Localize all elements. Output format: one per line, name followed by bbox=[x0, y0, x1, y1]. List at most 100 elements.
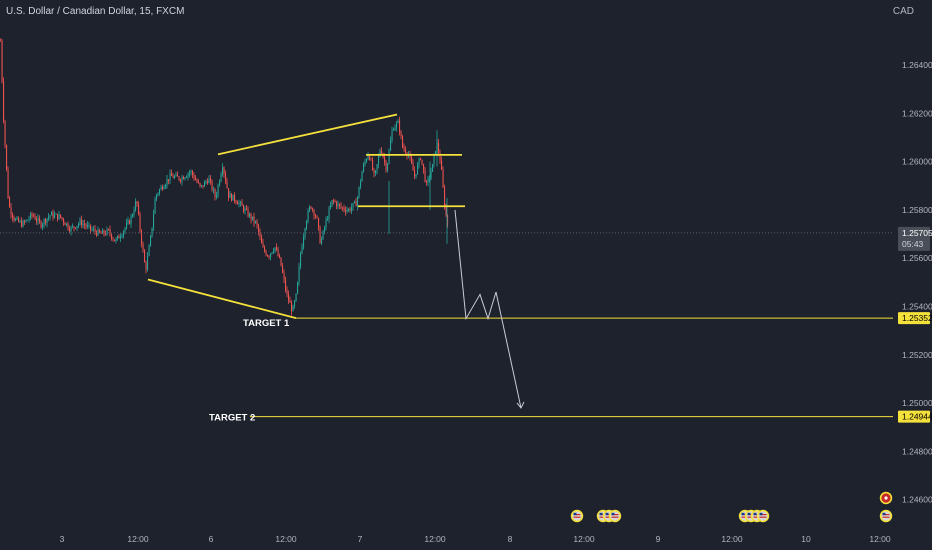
candle-body[interactable] bbox=[258, 225, 260, 233]
candle-body[interactable] bbox=[331, 200, 333, 206]
candle-body[interactable] bbox=[211, 180, 213, 190]
candle-body[interactable] bbox=[375, 170, 377, 173]
candle-body[interactable] bbox=[387, 163, 389, 171]
candle-body[interactable] bbox=[316, 216, 318, 218]
candle-body[interactable] bbox=[399, 120, 401, 132]
candle-body[interactable] bbox=[105, 233, 107, 235]
candlestick-series[interactable] bbox=[0, 38, 449, 316]
candle-body[interactable] bbox=[18, 217, 20, 222]
candle-body[interactable] bbox=[315, 215, 317, 217]
event-flag-icon[interactable] bbox=[608, 509, 622, 523]
candle-body[interactable] bbox=[84, 223, 86, 226]
candle-body[interactable] bbox=[244, 208, 246, 212]
candle-body[interactable] bbox=[88, 224, 90, 226]
candle-body[interactable] bbox=[67, 223, 69, 229]
candle-body[interactable] bbox=[312, 208, 314, 210]
candle-body[interactable] bbox=[33, 215, 35, 217]
candle-body[interactable] bbox=[304, 228, 306, 238]
candle-body[interactable] bbox=[403, 147, 405, 150]
candle-body[interactable] bbox=[184, 177, 186, 180]
candle-body[interactable] bbox=[397, 120, 399, 123]
event-flag-icon[interactable] bbox=[756, 509, 770, 523]
candle-body[interactable] bbox=[154, 198, 156, 214]
candle-body[interactable] bbox=[45, 219, 47, 223]
candle-body[interactable] bbox=[81, 219, 83, 226]
candle-body[interactable] bbox=[205, 181, 207, 183]
candle-body[interactable] bbox=[367, 154, 369, 160]
candle-body[interactable] bbox=[255, 221, 257, 223]
candle-body[interactable] bbox=[15, 219, 17, 221]
candle-body[interactable] bbox=[214, 189, 216, 198]
candle-body[interactable] bbox=[292, 305, 294, 312]
candle-body[interactable] bbox=[51, 212, 53, 216]
candle-body[interactable] bbox=[426, 181, 428, 183]
candle-body[interactable] bbox=[108, 229, 110, 231]
candle-body[interactable] bbox=[373, 169, 375, 173]
candle-body[interactable] bbox=[294, 300, 296, 306]
candle-body[interactable] bbox=[10, 207, 12, 215]
candle-body[interactable] bbox=[42, 224, 44, 228]
candle-body[interactable] bbox=[117, 235, 119, 239]
candle-body[interactable] bbox=[79, 219, 81, 224]
candle-body[interactable] bbox=[246, 208, 248, 210]
candle-body[interactable] bbox=[7, 169, 9, 199]
candle-body[interactable] bbox=[442, 169, 444, 188]
candle-body[interactable] bbox=[345, 209, 347, 212]
candle-body[interactable] bbox=[256, 221, 258, 226]
candle-body[interactable] bbox=[439, 152, 441, 161]
candle-body[interactable] bbox=[241, 202, 243, 206]
candle-body[interactable] bbox=[93, 228, 95, 230]
candle-body[interactable] bbox=[435, 150, 437, 155]
candle-body[interactable] bbox=[115, 238, 117, 242]
candle-body[interactable] bbox=[285, 279, 287, 291]
candle-body[interactable] bbox=[210, 178, 212, 181]
candle-body[interactable] bbox=[102, 230, 104, 234]
candle-body[interactable] bbox=[28, 218, 30, 220]
candle-body[interactable] bbox=[61, 217, 63, 220]
candle-body[interactable] bbox=[348, 209, 350, 211]
candle-body[interactable] bbox=[193, 174, 195, 179]
candle-body[interactable] bbox=[178, 176, 180, 180]
candle-body[interactable] bbox=[364, 161, 366, 165]
candle-body[interactable] bbox=[198, 182, 200, 184]
candle-body[interactable] bbox=[232, 194, 234, 201]
candle-body[interactable] bbox=[261, 236, 263, 244]
candle-body[interactable] bbox=[13, 217, 15, 221]
candle-body[interactable] bbox=[3, 81, 5, 121]
candle-body[interactable] bbox=[181, 177, 183, 182]
candle-body[interactable] bbox=[64, 222, 66, 226]
drawings[interactable]: TARGET 1 TARGET 2 bbox=[0, 113, 893, 424]
candle-body[interactable] bbox=[213, 189, 215, 191]
candle-body[interactable] bbox=[324, 227, 326, 231]
candle-body[interactable] bbox=[447, 214, 449, 226]
candle-body[interactable] bbox=[250, 213, 252, 220]
candle-body[interactable] bbox=[393, 130, 395, 131]
candle-body[interactable] bbox=[372, 159, 374, 170]
candle-body[interactable] bbox=[25, 219, 27, 222]
candle-body[interactable] bbox=[379, 150, 381, 157]
candle-body[interactable] bbox=[148, 245, 150, 257]
candle-body[interactable] bbox=[370, 159, 372, 161]
candle-body[interactable] bbox=[381, 150, 383, 154]
candle-body[interactable] bbox=[222, 167, 224, 175]
candle-body[interactable] bbox=[274, 247, 276, 251]
candle-body[interactable] bbox=[127, 220, 129, 223]
candle-body[interactable] bbox=[271, 252, 273, 254]
upper-trendline[interactable] bbox=[217, 113, 398, 156]
candle-body[interactable] bbox=[37, 218, 39, 222]
candle-body[interactable] bbox=[313, 209, 315, 216]
candle-body[interactable] bbox=[49, 215, 51, 217]
candle-body[interactable] bbox=[208, 178, 210, 183]
candle-body[interactable] bbox=[237, 202, 239, 205]
candle-body[interactable] bbox=[358, 186, 360, 198]
candle-body[interactable] bbox=[123, 231, 125, 236]
candle-body[interactable] bbox=[342, 207, 344, 209]
candle-body[interactable] bbox=[396, 122, 398, 128]
candle-body[interactable] bbox=[22, 221, 24, 227]
target-2-label[interactable]: TARGET 2 bbox=[209, 413, 255, 424]
candle-body[interactable] bbox=[265, 251, 267, 256]
candle-body[interactable] bbox=[21, 221, 23, 227]
candle-body[interactable] bbox=[318, 217, 320, 228]
candle-body[interactable] bbox=[288, 294, 290, 301]
candle-body[interactable] bbox=[75, 227, 77, 229]
